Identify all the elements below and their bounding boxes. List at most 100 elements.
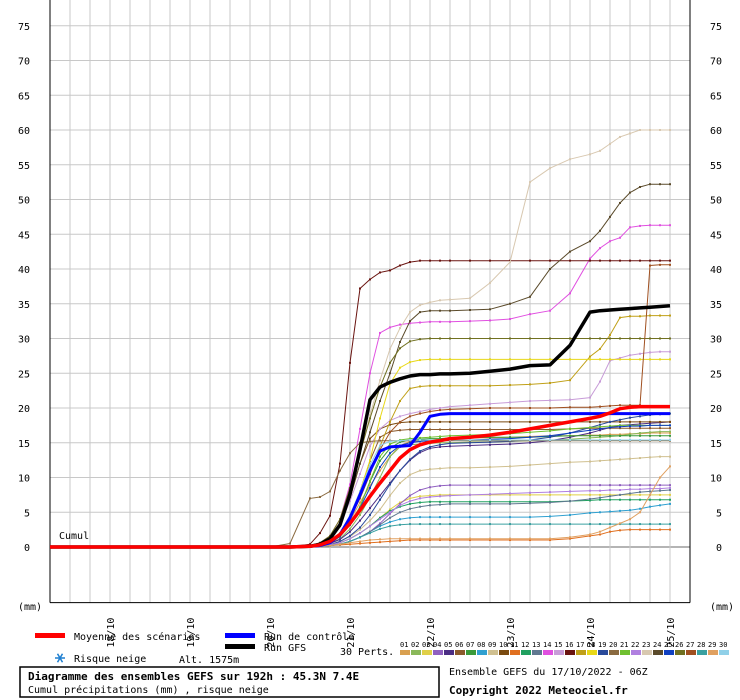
perturbation-point	[669, 129, 671, 131]
perturbation-point	[489, 384, 491, 387]
perturbation-point	[549, 493, 551, 496]
perturbation-point	[439, 420, 441, 423]
perturbation-point	[439, 493, 441, 496]
pert-number: 05	[444, 641, 452, 649]
perturbation-point	[409, 537, 411, 540]
perturbation-point	[419, 501, 421, 504]
perturbation-point	[599, 423, 601, 426]
perturbation-point	[669, 438, 671, 441]
perturbation-point	[599, 434, 601, 437]
perturbation-point	[439, 441, 441, 444]
pert-swatch	[642, 650, 652, 655]
perturbation-point	[369, 278, 371, 281]
perturbation-point	[339, 462, 341, 465]
perturbation-point	[389, 520, 391, 523]
perturbation-point	[669, 489, 671, 492]
perturbation-point	[639, 432, 641, 435]
perturbation-point	[359, 501, 361, 504]
perturbation-point	[379, 455, 381, 458]
perturbation-point	[659, 263, 661, 266]
y-tick-label: 60	[710, 126, 722, 137]
perturbation-point	[369, 413, 371, 416]
perturbation-point	[399, 504, 401, 507]
perturbation-point	[609, 489, 611, 492]
perturbation-point	[349, 540, 351, 543]
perturbation-point	[509, 523, 511, 526]
perturbation-point	[489, 516, 491, 519]
perturbation-point	[649, 422, 651, 425]
perturbation-point	[619, 425, 621, 428]
perturbation-point	[369, 539, 371, 542]
perturbation-point	[569, 406, 571, 409]
y-tick-label: 60	[18, 126, 30, 137]
y-tick-label: 70	[710, 57, 722, 68]
perturbation-point	[619, 438, 621, 441]
perturbation-point	[639, 415, 641, 418]
y-tick-label: 45	[18, 230, 30, 241]
perturbation-point	[419, 537, 421, 540]
perturbation-point	[409, 507, 411, 510]
perturbation-point	[409, 322, 411, 325]
perturbation-point	[429, 309, 431, 312]
perturbation-point	[669, 224, 671, 227]
y-tick-label: 70	[18, 57, 30, 68]
perturbation-point	[429, 516, 431, 519]
perturbation-point	[359, 532, 361, 535]
pert-number: 13	[532, 641, 540, 649]
perturbation-point	[389, 508, 391, 511]
perturbation-point	[369, 486, 371, 489]
perturbation-point	[609, 359, 611, 362]
perturbation-point	[529, 484, 531, 487]
perturbation-point	[609, 498, 611, 501]
perturbation-point	[629, 259, 631, 262]
perturbation-point	[419, 359, 421, 362]
perturbation-point	[529, 259, 531, 262]
perturbation-point	[379, 516, 381, 519]
perturbation-point	[549, 268, 551, 270]
perturbation-point	[389, 423, 391, 426]
perturbation-point	[659, 183, 661, 186]
perturbation-point	[589, 498, 591, 501]
perturbation-point	[659, 314, 661, 317]
perturbation-point	[419, 497, 421, 500]
perturbation-point	[449, 442, 451, 445]
perturbation-point	[419, 505, 421, 508]
perturbation-point	[649, 129, 651, 131]
perturbation-point	[639, 528, 641, 531]
pert-number: 20	[609, 641, 617, 649]
perturbation-point	[469, 420, 471, 423]
perturbation-point	[389, 347, 391, 350]
perturbation-point	[529, 383, 531, 386]
pert-swatch	[664, 650, 674, 655]
perturbation-point	[429, 537, 431, 540]
perturbation-point	[509, 401, 511, 404]
perturbation-point	[549, 428, 551, 431]
pert-swatch	[587, 650, 597, 655]
perturbation-point	[609, 510, 611, 513]
legend-altitude-label: Alt. 1575m	[179, 655, 239, 666]
perturbation-point	[399, 501, 401, 504]
perturbation-point	[419, 489, 421, 492]
perturbation-point	[339, 540, 341, 543]
perturbation-point	[599, 484, 601, 487]
perturbation-point	[599, 405, 601, 408]
perturbation-point	[439, 495, 441, 498]
y-tick-label: 75	[18, 22, 30, 33]
perturbation-point	[629, 315, 631, 318]
perturbation-point	[379, 541, 381, 544]
perturbation-point	[329, 544, 331, 547]
legend-control-label: Run de contrôle	[264, 631, 354, 643]
series-layer	[50, 129, 671, 549]
perturbation-point	[609, 484, 611, 487]
perturbation-point	[609, 420, 611, 423]
perturbation-point	[389, 494, 391, 497]
perturbation-point	[429, 436, 431, 439]
perturbation-point	[449, 408, 451, 411]
legend-perts-label: 30 Perts.	[340, 647, 394, 658]
perturbation-point	[409, 539, 411, 542]
perturbation-point	[569, 537, 571, 540]
perturbation-point	[309, 543, 311, 546]
perturbation-point	[369, 431, 371, 434]
perturbation-point	[319, 495, 321, 498]
perturbation-point	[439, 309, 441, 312]
